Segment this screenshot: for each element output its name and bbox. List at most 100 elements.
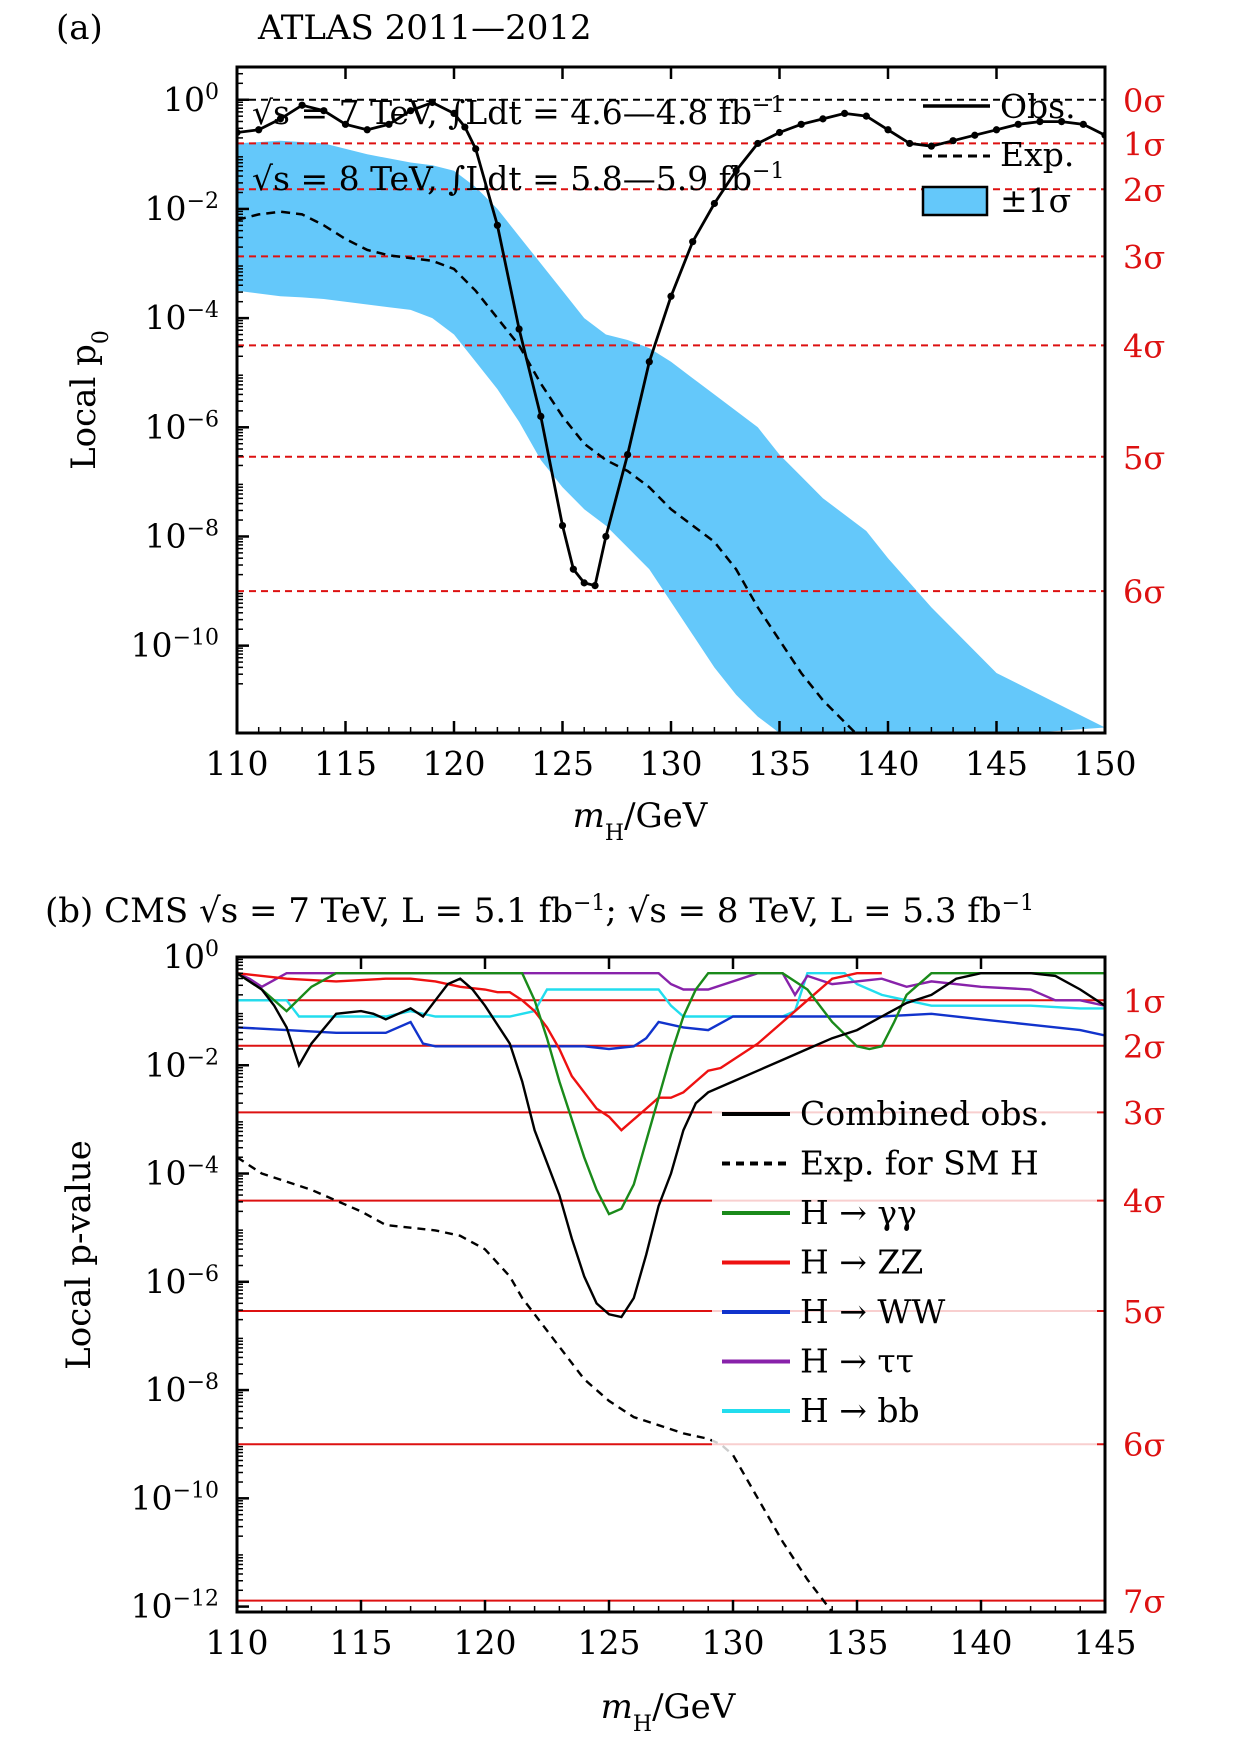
obs-point	[689, 238, 697, 246]
obs-point	[645, 358, 653, 366]
obs-point	[819, 115, 827, 123]
y-tick-label: 10−8	[145, 1370, 219, 1410]
legend-b-label: H → ττ	[800, 1342, 914, 1381]
x-tick-label: 115	[330, 1623, 393, 1662]
legend-band-label: ±1σ	[1000, 181, 1071, 220]
x-tick-label: 135	[826, 1623, 889, 1662]
x-tick-label: 125	[578, 1623, 641, 1662]
x-tick-label: 120	[423, 744, 486, 783]
obs-point	[363, 126, 371, 134]
panel-b-title: (b) CMS √s = 7 TeV, L = 5.1 fb−1; √s = 8…	[45, 891, 1034, 932]
legend-b-label: H → ZZ	[800, 1243, 923, 1282]
sigma-label: 5σ	[1123, 439, 1165, 477]
series-b-line	[237, 972, 1105, 1018]
y-tick-label: 10−6	[145, 407, 219, 447]
obs-point	[407, 107, 415, 115]
x-tick-label: 120	[454, 1623, 517, 1662]
obs-point	[1058, 117, 1066, 126]
obs-point	[341, 120, 350, 128]
sigma-label: 2σ	[1123, 171, 1165, 209]
panel-a-title: ATLAS 2011—2012	[257, 8, 592, 48]
obs-point	[775, 128, 784, 137]
obs-point	[428, 98, 436, 107]
sigma-label: 3σ	[1123, 1094, 1165, 1132]
x-tick-label: 140	[857, 744, 920, 783]
obs-point	[971, 131, 979, 139]
y-tick-label: 100	[163, 937, 219, 977]
obs-point	[710, 199, 719, 208]
series-exp	[237, 210, 858, 733]
legend-b-bg	[712, 1093, 1097, 1453]
obs-point	[862, 112, 870, 120]
xlabel-b: mH/GeV	[601, 1687, 737, 1737]
obs-point	[797, 120, 805, 128]
obs-point	[385, 120, 393, 128]
legend-b-label: Combined obs.	[800, 1094, 1049, 1133]
series-b-line	[237, 972, 1105, 1216]
sigma-label: 6σ	[1123, 573, 1165, 611]
x-tick-label: 145	[965, 744, 1028, 783]
obs-point	[255, 126, 263, 134]
obs-point	[569, 565, 577, 573]
x-tick-label: 150	[1074, 744, 1137, 783]
obs-point	[493, 221, 501, 229]
legend-exp-label: Exp.	[1000, 135, 1074, 174]
band-group	[237, 140, 1105, 733]
svg-text:Local p-value: Local p-value	[59, 1140, 99, 1370]
obs-point	[1014, 120, 1022, 128]
legend-b: Combined obs. Exp. for SM H H → γγ H → ZZ H …	[712, 1093, 1097, 1453]
legend-b-label: H → WW	[800, 1292, 945, 1331]
series-b-line	[237, 972, 1105, 1319]
y-tick-label: 10−4	[145, 1153, 219, 1193]
legend-obs-label: Obs.	[1000, 87, 1076, 126]
sigma-label: 5σ	[1123, 1293, 1165, 1331]
y-tick-label: 100	[163, 79, 219, 119]
sigma-band	[237, 140, 1105, 733]
obs-point	[841, 109, 849, 118]
y-tick-label: 10−10	[131, 625, 219, 665]
panel-b: (b) CMS √s = 7 TeV, L = 5.1 fb−1; √s = 8…	[45, 891, 1165, 1737]
ylabel-b: Local p-value	[59, 1140, 99, 1370]
series-group-a	[237, 98, 1105, 733]
sigma-label: 2σ	[1123, 1028, 1165, 1066]
sigma-label: 3σ	[1123, 238, 1165, 276]
obs-point	[754, 139, 762, 148]
obs-point	[537, 412, 545, 420]
series-b-line	[237, 1012, 1105, 1051]
ylabel-a: Local p0	[64, 330, 114, 470]
x-tick-label: 110	[206, 1623, 269, 1662]
series-group-b	[237, 972, 1105, 1612]
sigma-label: 7σ	[1123, 1583, 1165, 1621]
y-tick-label: 10−2	[145, 1045, 219, 1085]
y-tick-label: 10−10	[131, 1478, 219, 1518]
x-tick-label: 130	[640, 744, 703, 783]
obs-point	[1036, 117, 1044, 126]
legend-a: Obs. Exp. ±1σ	[921, 87, 1076, 220]
obs-point	[667, 292, 675, 300]
obs-point	[927, 142, 936, 150]
sigma-label: 4σ	[1123, 327, 1165, 365]
obs-point	[320, 107, 328, 115]
axes-a: 110 115 120 125 130 135 140 145 150 100 10−2 10−4 10…	[131, 67, 1137, 783]
x-tick-label: 125	[531, 744, 594, 783]
x-tick-label: 135	[748, 744, 811, 783]
legend-band-swatch	[921, 185, 989, 217]
x-tick-label: 115	[314, 744, 377, 783]
obs-point	[515, 325, 523, 333]
obs-point	[906, 139, 914, 148]
svg-text:Local p0: Local p0	[64, 330, 114, 470]
y-tick-label: 10−12	[131, 1586, 219, 1626]
axes-b: 110 115 120 125 130 135 140 145 100 10−2 10−4 10−6 1…	[131, 937, 1137, 1663]
sigma-label: 6σ	[1123, 1426, 1165, 1464]
xlabel-a: mH/GeV	[573, 796, 709, 846]
obs-point	[992, 126, 1001, 134]
obs-point	[1079, 120, 1087, 128]
y-tick-label: 10−8	[145, 516, 219, 556]
obs-point	[884, 126, 892, 134]
obs-point	[602, 532, 610, 541]
legend-b-label: Exp. for SM H	[800, 1144, 1039, 1183]
obs-point	[732, 167, 740, 175]
x-tick-label: 140	[950, 1623, 1013, 1662]
sigma-label: 1σ	[1123, 982, 1165, 1020]
